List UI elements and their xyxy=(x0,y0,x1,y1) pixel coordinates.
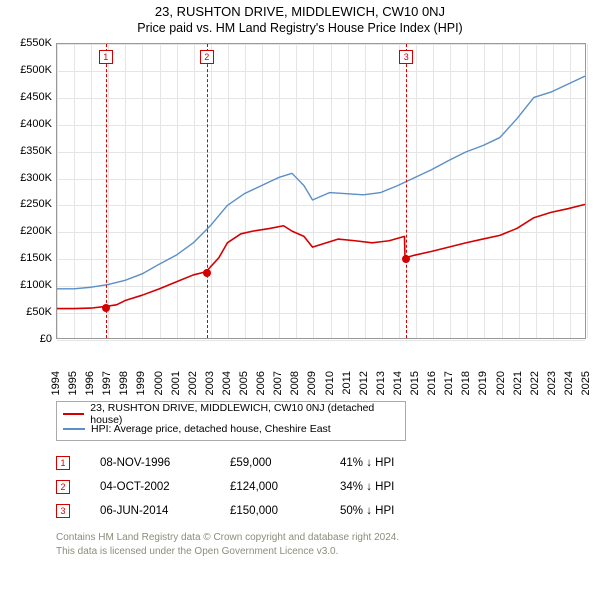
y-tick-label: £350K xyxy=(20,145,52,157)
event-row-marker: 2 xyxy=(56,480,70,494)
x-tick-label: 2020 xyxy=(495,371,507,395)
event-dot xyxy=(102,304,110,312)
event-row-price: £124,000 xyxy=(230,481,310,493)
chart-subtitle: Price paid vs. HM Land Registry's House … xyxy=(10,21,590,35)
event-row-price: £59,000 xyxy=(230,457,310,469)
event-row-pct: 41% ↓ HPI xyxy=(340,457,440,469)
x-tick-label: 1998 xyxy=(118,371,130,395)
footer-line: This data is licensed under the Open Gov… xyxy=(56,545,590,559)
series-line-hpi xyxy=(57,76,585,289)
y-tick-label: £100K xyxy=(20,279,52,291)
x-tick-label: 2004 xyxy=(221,371,233,395)
x-tick-label: 1999 xyxy=(135,371,147,395)
event-marker: 2 xyxy=(200,50,214,64)
event-row-marker: 3 xyxy=(56,504,70,518)
x-tick-label: 2024 xyxy=(563,371,575,395)
x-tick-label: 2023 xyxy=(546,371,558,395)
x-tick-label: 2021 xyxy=(512,371,524,395)
y-tick-label: £500K xyxy=(20,64,52,76)
x-tick-label: 1996 xyxy=(84,371,96,395)
x-tick-label: 2011 xyxy=(341,371,353,395)
x-tick-label: 2001 xyxy=(170,371,182,395)
line-layer xyxy=(57,44,585,338)
x-tick-label: 2008 xyxy=(289,371,301,395)
chart-title: 23, RUSHTON DRIVE, MIDDLEWICH, CW10 0NJ xyxy=(10,4,590,19)
y-tick-label: £0 xyxy=(40,333,52,345)
event-row-date: 08-NOV-1996 xyxy=(100,457,200,469)
x-tick-label: 2010 xyxy=(324,371,336,395)
event-line xyxy=(207,44,208,338)
event-dot xyxy=(402,255,410,263)
event-row-price: £150,000 xyxy=(230,505,310,517)
x-tick-label: 2016 xyxy=(426,371,438,395)
legend-swatch xyxy=(63,428,85,430)
x-tick-label: 1995 xyxy=(67,371,79,395)
y-tick-label: £50K xyxy=(26,306,52,318)
x-tick-label: 2017 xyxy=(443,371,455,395)
legend-row: 23, RUSHTON DRIVE, MIDDLEWICH, CW10 0NJ … xyxy=(63,406,399,421)
x-tick-label: 2005 xyxy=(238,371,250,395)
event-marker: 3 xyxy=(399,50,413,64)
x-tick-label: 2012 xyxy=(358,371,370,395)
chart-area: £0 £50K £100K £150K £200K £250K £300K £350K £400… xyxy=(10,39,590,399)
x-tick-label: 1994 xyxy=(50,371,62,395)
plot-area: 1 2 3 xyxy=(56,43,586,339)
x-axis: 1994199519961997199819992000200120022003… xyxy=(56,341,586,397)
x-tick-label: 2022 xyxy=(529,371,541,395)
x-tick-label: 2000 xyxy=(153,371,165,395)
y-tick-label: £400K xyxy=(20,118,52,130)
event-row: 3 06-JUN-2014 £150,000 50% ↓ HPI xyxy=(56,499,576,523)
series-line-price_paid xyxy=(57,204,585,308)
x-tick-label: 2009 xyxy=(306,371,318,395)
y-tick-label: £550K xyxy=(20,37,52,49)
x-tick-label: 2019 xyxy=(477,371,489,395)
event-line xyxy=(106,44,107,338)
event-marker: 1 xyxy=(99,50,113,64)
event-row-marker: 1 xyxy=(56,456,70,470)
x-tick-label: 2014 xyxy=(392,371,404,395)
gridline-v xyxy=(587,44,588,338)
y-tick-label: £300K xyxy=(20,172,52,184)
event-row: 2 04-OCT-2002 £124,000 34% ↓ HPI xyxy=(56,475,576,499)
x-tick-label: 1997 xyxy=(101,371,113,395)
y-axis: £0£50K£100K£150K£200K£250K£300K£350K£400… xyxy=(10,43,54,339)
event-row-pct: 34% ↓ HPI xyxy=(340,481,440,493)
footer-line: Contains HM Land Registry data © Crown c… xyxy=(56,531,590,545)
y-tick-label: £450K xyxy=(20,91,52,103)
x-tick-label: 2018 xyxy=(460,371,472,395)
x-tick-label: 2007 xyxy=(272,371,284,395)
event-row-date: 04-OCT-2002 xyxy=(100,481,200,493)
legend: 23, RUSHTON DRIVE, MIDDLEWICH, CW10 0NJ … xyxy=(56,401,406,441)
x-tick-label: 2013 xyxy=(375,371,387,395)
events-table: 1 08-NOV-1996 £59,000 41% ↓ HPI 2 04-OCT-2002… xyxy=(56,451,576,523)
legend-swatch xyxy=(63,413,84,415)
y-tick-label: £150K xyxy=(20,252,52,264)
x-tick-label: 2006 xyxy=(255,371,267,395)
event-row-pct: 50% ↓ HPI xyxy=(340,505,440,517)
attribution-footer: Contains HM Land Registry data © Crown c… xyxy=(56,531,590,558)
y-tick-label: £200K xyxy=(20,225,52,237)
legend-label: HPI: Average price, detached house, Ches… xyxy=(91,423,331,435)
event-row-date: 06-JUN-2014 xyxy=(100,505,200,517)
x-tick-label: 2025 xyxy=(580,371,592,395)
event-row: 1 08-NOV-1996 £59,000 41% ↓ HPI xyxy=(56,451,576,475)
x-tick-label: 2002 xyxy=(187,371,199,395)
event-line xyxy=(406,44,407,338)
y-tick-label: £250K xyxy=(20,198,52,210)
x-tick-label: 2003 xyxy=(204,371,216,395)
x-tick-label: 2015 xyxy=(409,371,421,395)
chart-container: 23, RUSHTON DRIVE, MIDDLEWICH, CW10 0NJ … xyxy=(0,0,600,590)
event-dot xyxy=(203,269,211,277)
